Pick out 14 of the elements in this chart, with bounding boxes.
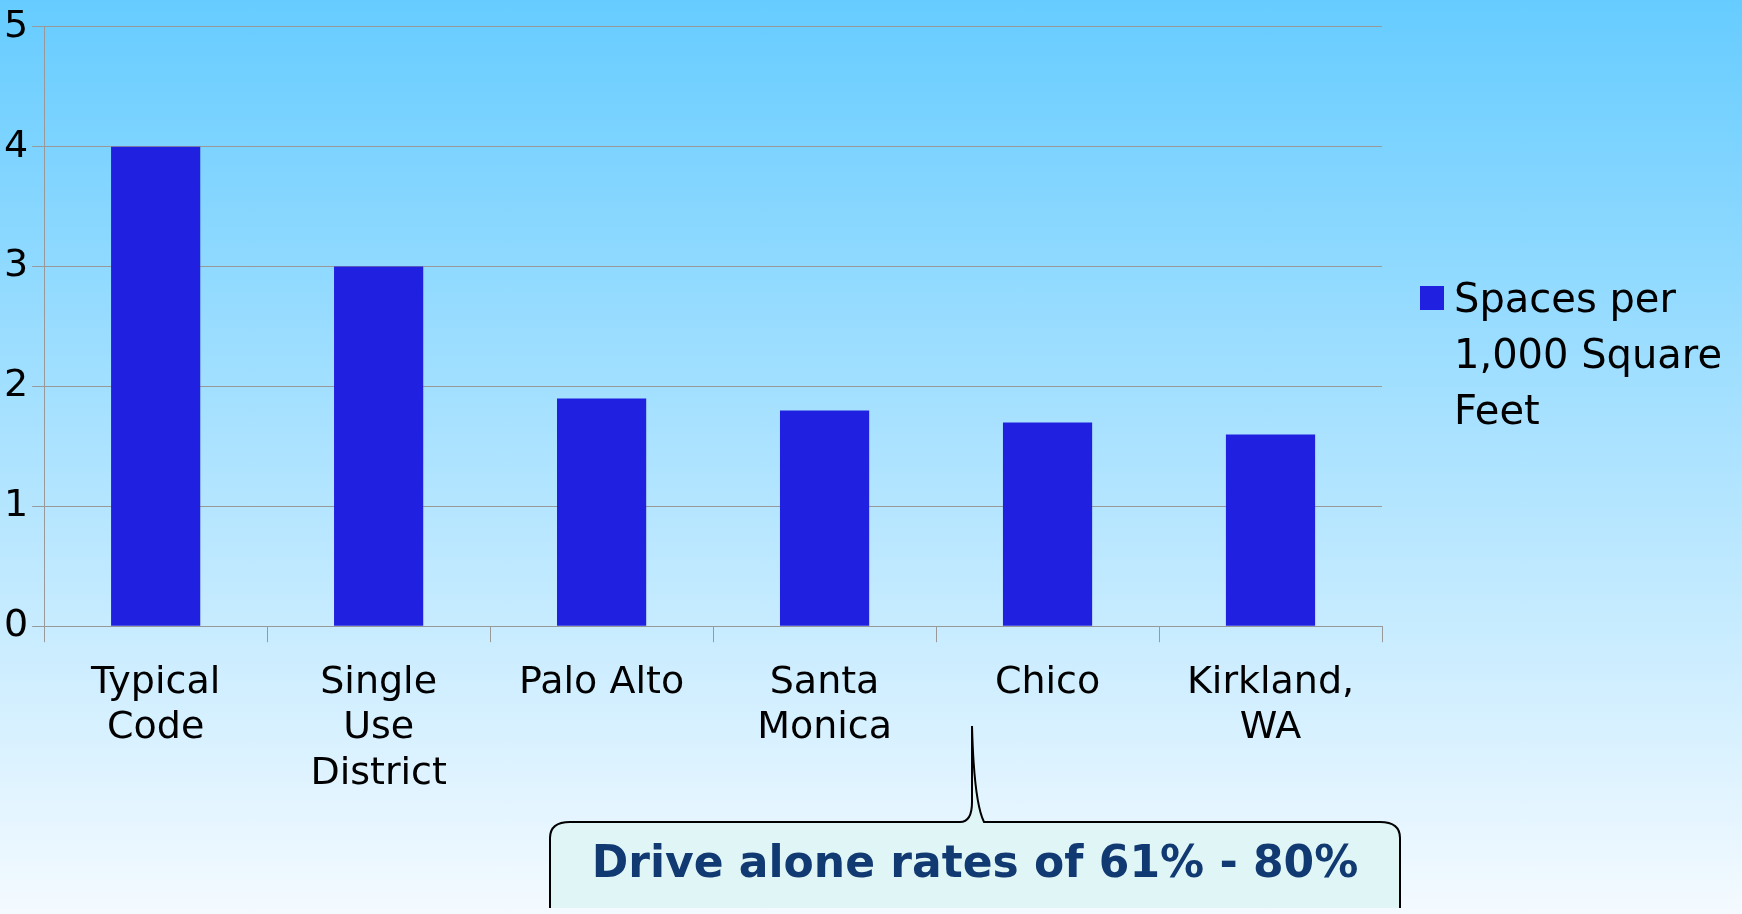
x-tick-label: Typical Code — [90, 657, 221, 748]
text: Drive alone rates of 61% - 80% — [590, 836, 1360, 887]
y-tick-label: 5 — [3, 1, 29, 46]
y-tick-label: 0 — [3, 601, 29, 646]
x-tick-label: Santa Monica — [757, 657, 892, 748]
y-tick-label: 2 — [3, 361, 29, 406]
legend-label: Spaces per 1,000 Square Feet — [1454, 274, 1724, 435]
y-tick-label: 4 — [3, 121, 29, 166]
x-tick-label: Kirkland, WA — [1186, 657, 1355, 748]
y-tick-label: 3 — [3, 241, 29, 286]
x-tick-label: Palo Alto — [519, 657, 685, 702]
y-tick-label: 1 — [3, 481, 29, 526]
x-tick-label: Chico — [994, 657, 1101, 702]
x-tick-label: Single Use District — [310, 657, 447, 794]
